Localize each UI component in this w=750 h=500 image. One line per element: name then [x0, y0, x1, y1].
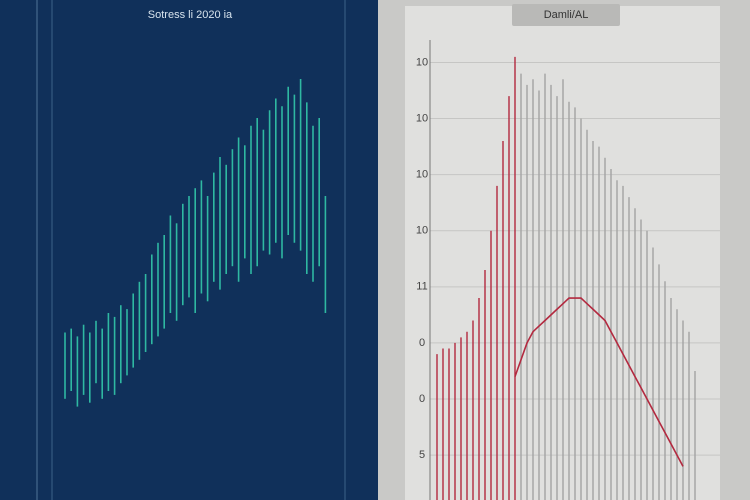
y-tick-label: 11: [416, 281, 427, 293]
y-tick-label: 5: [419, 449, 425, 461]
y-tick-label: 0: [419, 337, 425, 349]
y-tick-label: 10: [416, 56, 428, 68]
chart-title: Sotress li 2020 ia: [148, 9, 233, 21]
y-tick-label: 0: [419, 393, 425, 405]
title-box: [512, 4, 620, 26]
y-tick-label: 10: [416, 112, 428, 124]
y-tick-label: 10: [416, 169, 428, 181]
y-tick-label: 10: [416, 225, 428, 237]
chart-title: Damli/AL: [544, 9, 589, 21]
line: [514, 297, 684, 467]
